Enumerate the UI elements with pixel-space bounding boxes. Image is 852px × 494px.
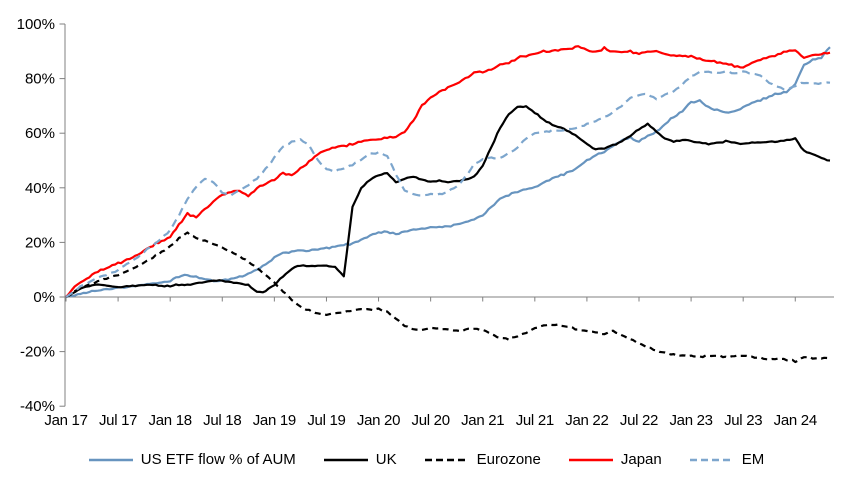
legend-line-sample-eurozone <box>424 458 469 461</box>
x-axis-tick-label: Jan 22 <box>565 412 608 429</box>
y-axis-tick-label: -20% <box>20 344 55 361</box>
y-axis: 100% 80% 60% 40% 20% 0% -20% -40% <box>17 16 66 415</box>
legend-line-sample-uk <box>323 458 368 461</box>
legend-label-us-etf-flow-of-aum: US ETF flow % of AUM <box>140 451 296 468</box>
series-line-eurozone <box>65 231 831 364</box>
y-axis-tick-label: 80% <box>25 71 55 88</box>
y-axis-tick-label: 0% <box>33 289 55 306</box>
y-axis-tick-label: 60% <box>25 125 55 142</box>
legend-label-em: EM <box>741 451 765 468</box>
x-axis-tick-label: Jul 19 <box>307 412 345 429</box>
series-line-japan <box>65 45 831 298</box>
legend-line-sample-em <box>689 458 734 461</box>
y-axis-tick-label: 100% <box>17 16 55 33</box>
x-axis: Jan 17 Jul 17 Jan 18 Jul 18 Jan 19 Jul 19 Jan … <box>44 296 834 429</box>
x-axis-tick-label: Jan 23 <box>669 412 712 429</box>
legend-item-em: EM <box>689 451 765 468</box>
legend-item-uk: UK <box>323 451 397 468</box>
x-axis-tick-label: Jul 17 <box>99 412 137 429</box>
series-line-em <box>65 70 831 298</box>
x-axis-tick-label: Jan 19 <box>253 412 296 429</box>
y-axis-tick-label: 40% <box>25 180 55 197</box>
x-axis-tick-label: Jul 20 <box>412 412 450 429</box>
x-axis-tick-label: Jul 18 <box>203 412 241 429</box>
legend-item-us-etf-flow-of-aum: US ETF flow % of AUM <box>88 451 296 468</box>
legend: US ETF flow % of AUM UK Eurozone Japan EM <box>0 451 852 468</box>
x-axis-tick-label: Jan 24 <box>774 412 817 429</box>
legend-line-sample-japan <box>568 458 613 461</box>
y-axis-tick-label: -40% <box>20 398 55 415</box>
series-lines <box>65 45 831 364</box>
legend-item-eurozone: Eurozone <box>424 451 541 468</box>
x-axis-tick-label: Jul 22 <box>620 412 658 429</box>
x-axis-tick-label: Jul 21 <box>516 412 554 429</box>
x-axis-tick-label: Jul 23 <box>724 412 762 429</box>
legend-label-japan: Japan <box>620 451 662 468</box>
legend-label-eurozone: Eurozone <box>476 451 541 468</box>
series-line-us-etf-flow-of-aum <box>65 46 831 299</box>
x-axis-tick-label: Jan 17 <box>44 412 87 429</box>
x-axis-tick-label: Jan 21 <box>461 412 504 429</box>
y-axis-tick-label: 20% <box>25 234 55 251</box>
x-axis-tick-label: Jan 20 <box>357 412 400 429</box>
legend-label-uk: UK <box>375 451 397 468</box>
legend-line-sample-us-etf-flow-of-aum <box>88 458 133 461</box>
x-axis-tick-label: Jan 18 <box>149 412 192 429</box>
series-line-uk <box>65 105 831 298</box>
legend-item-japan: Japan <box>568 451 662 468</box>
